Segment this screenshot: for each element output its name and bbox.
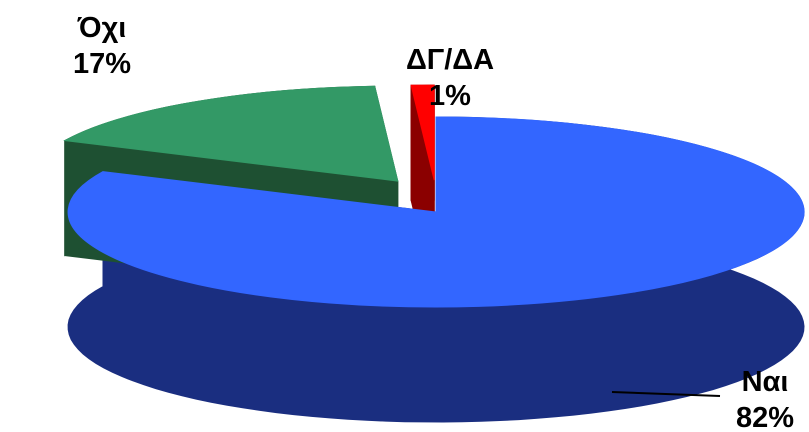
slice-name-dg-da: ΔΓ/ΔΑ [405, 44, 495, 76]
pie-slice-dg-da [410, 84, 435, 181]
leader-line-nai [611, 391, 721, 397]
slice-value-nai: 82% [735, 402, 795, 432]
slice-label-nai: Ναι 82% [720, 364, 809, 432]
slice-name-ochi: Όχι [77, 12, 127, 44]
pie-leader-lines [611, 391, 721, 397]
pie-slice-nai [67, 116, 805, 308]
slice-name-nai: Ναι [741, 366, 789, 398]
slice-label-dg-da: ΔΓ/ΔΑ 1% [390, 42, 510, 114]
pie-slice-ochi [63, 85, 399, 182]
slice-value-dg-da: 1% [429, 80, 471, 112]
slice-label-ochi: Όχι 17% [52, 10, 152, 82]
slice-value-ochi: 17% [72, 48, 132, 80]
pie-top-faces [63, 84, 805, 308]
